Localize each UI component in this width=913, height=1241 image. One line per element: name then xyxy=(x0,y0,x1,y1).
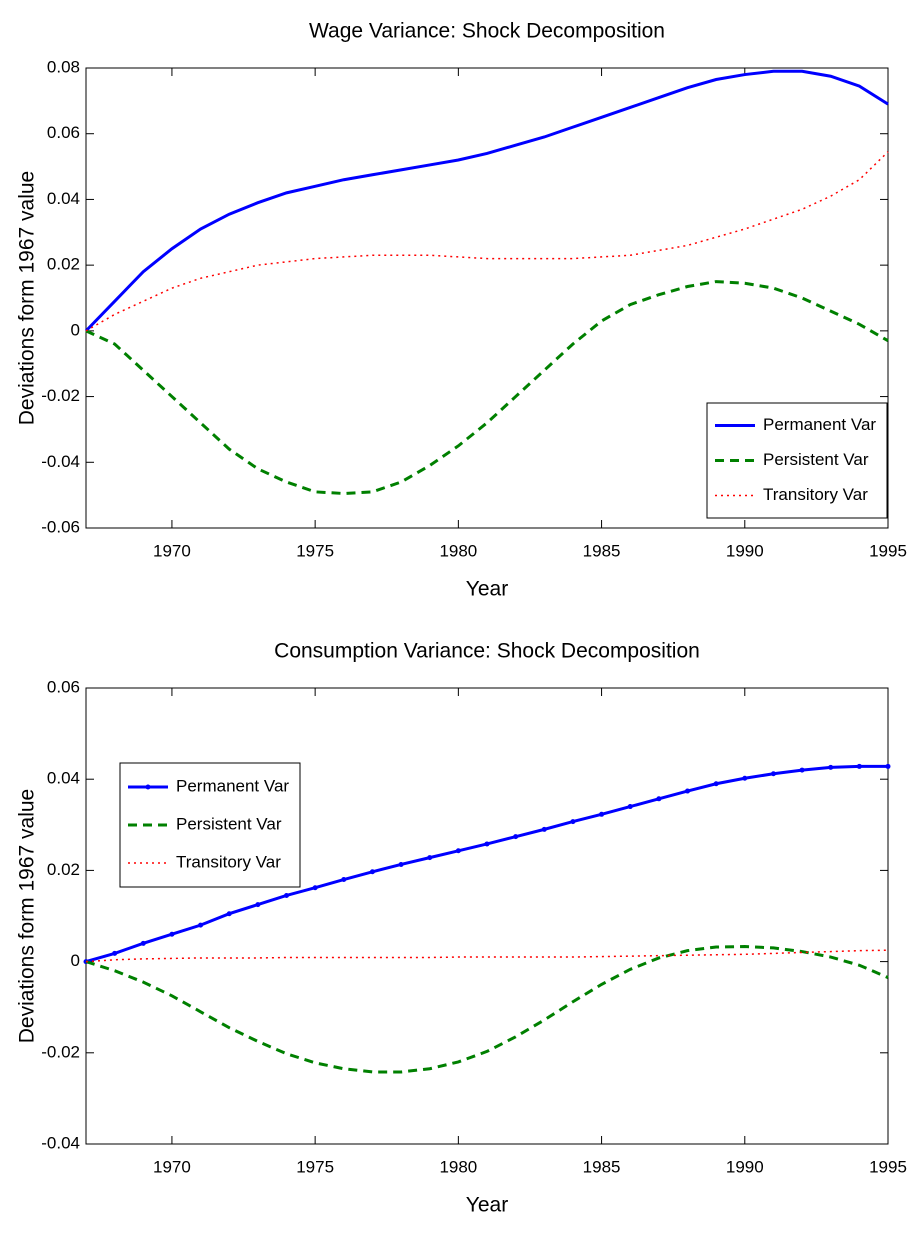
chart-title: Consumption Variance: Shock Decompositio… xyxy=(274,640,700,663)
x-tick-label: 1995 xyxy=(869,541,907,560)
series-marker xyxy=(255,902,261,908)
legend-label: Persistent Var xyxy=(763,450,869,469)
y-tick-label: -0.04 xyxy=(41,452,80,471)
x-tick-label: 1975 xyxy=(296,1157,334,1176)
series-marker xyxy=(369,869,375,875)
series-marker xyxy=(341,877,347,883)
y-axis-label: Deviations form 1967 value xyxy=(16,789,39,1043)
y-tick-label: 0 xyxy=(71,320,80,339)
x-tick-label: 1995 xyxy=(869,1157,907,1176)
series-line xyxy=(85,945,889,1074)
series-line xyxy=(85,151,889,332)
x-tick-label: 1970 xyxy=(153,541,191,560)
y-tick-label: -0.02 xyxy=(41,386,80,405)
x-tick-label: 1975 xyxy=(296,541,334,560)
plot-area xyxy=(85,67,889,529)
x-tick-label: 1970 xyxy=(153,1157,191,1176)
y-tick-label: -0.02 xyxy=(41,1042,80,1061)
legend-label: Permanent Var xyxy=(176,776,289,795)
series-marker xyxy=(599,811,605,817)
x-axis-label: Year xyxy=(466,1194,508,1217)
series-marker xyxy=(828,764,834,770)
series-marker xyxy=(570,819,576,825)
series-marker xyxy=(455,848,461,854)
series-marker xyxy=(312,885,318,891)
series-marker xyxy=(541,826,547,832)
series-marker xyxy=(398,861,404,867)
series-marker xyxy=(226,911,232,917)
series-marker xyxy=(799,767,805,773)
x-axis-label: Year xyxy=(466,578,508,601)
y-tick-label: 0.08 xyxy=(47,57,80,76)
y-tick-label: 0.04 xyxy=(47,769,80,788)
y-tick-label: 0.06 xyxy=(47,677,80,696)
y-tick-label: 0.02 xyxy=(47,860,80,879)
y-tick-label: 0.02 xyxy=(47,255,80,274)
series-marker xyxy=(284,892,289,898)
series-marker xyxy=(713,781,719,787)
series-marker xyxy=(484,841,490,847)
series-line xyxy=(85,949,889,963)
series-line xyxy=(84,69,889,332)
x-tick-label: 1980 xyxy=(439,1157,477,1176)
y-tick-label: 0.06 xyxy=(47,123,80,142)
y-tick-label: -0.06 xyxy=(41,517,80,536)
series-marker xyxy=(427,855,433,861)
legend-label: Persistent Var xyxy=(176,814,282,833)
x-tick-label: 1990 xyxy=(726,1157,764,1176)
x-tick-label: 1985 xyxy=(583,1157,621,1176)
series-marker xyxy=(169,931,175,937)
chart-title: Wage Variance: Shock Decomposition xyxy=(309,20,665,43)
series-marker xyxy=(627,804,633,810)
series-marker xyxy=(513,834,519,840)
series-marker xyxy=(770,771,776,777)
plot-area xyxy=(85,687,889,1145)
y-tick-label: 0.04 xyxy=(47,189,80,208)
y-tick-label: -0.04 xyxy=(41,1133,80,1152)
legend-label: Transitory Var xyxy=(176,852,281,871)
series-marker xyxy=(112,950,118,956)
y-axis-label: Deviations form 1967 value xyxy=(16,171,39,425)
legend-label: Permanent Var xyxy=(763,415,876,434)
series-marker xyxy=(656,796,662,802)
series-marker xyxy=(742,775,748,781)
series-marker xyxy=(140,940,146,946)
series-marker xyxy=(856,763,862,769)
series-marker xyxy=(685,788,690,794)
x-tick-label: 1985 xyxy=(583,541,621,560)
y-tick-label: 0 xyxy=(71,951,80,970)
x-tick-label: 1990 xyxy=(726,541,764,560)
series-marker xyxy=(885,763,891,769)
series-marker xyxy=(198,922,204,928)
legend-marker xyxy=(145,784,151,790)
legend-label: Transitory Var xyxy=(763,485,868,504)
x-tick-label: 1980 xyxy=(439,541,477,560)
